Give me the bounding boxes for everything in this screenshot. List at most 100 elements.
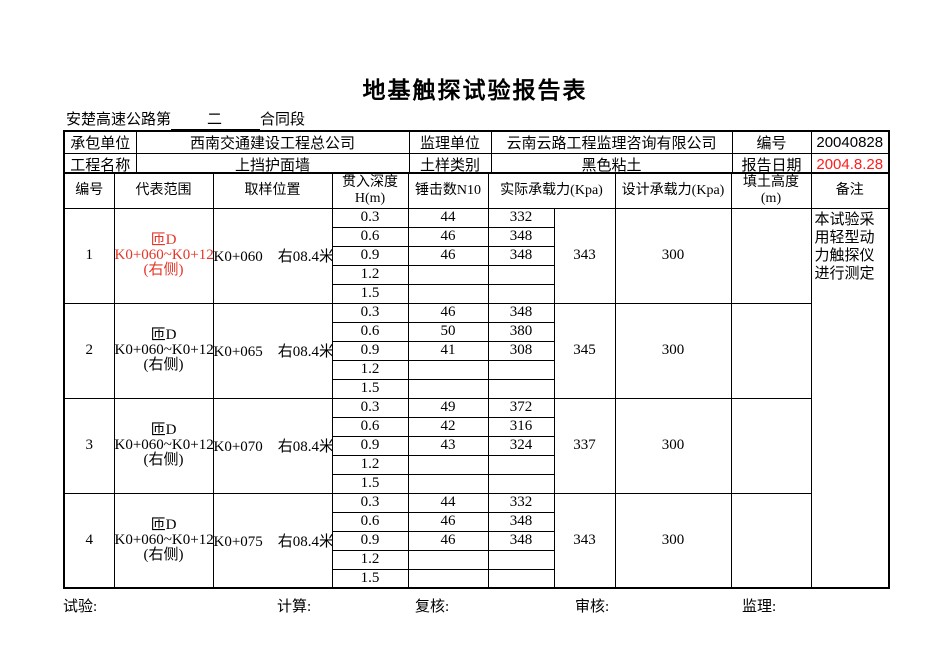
depth-cell: 1.2 [331,264,409,285]
depth-cell: 0.6 [331,321,409,342]
range-line1: 匝D [150,327,177,343]
supervisor-label: 监理单位 [408,130,492,154]
block1-range: 匝D K0+060~K0+125 (右侧) [113,207,214,304]
block4-range: 匝D K0+060~K0+125 (右侧) [113,492,214,589]
bearing-cell [487,378,555,399]
block2-no: 2 [63,302,115,399]
depth-cell: 0.9 [331,435,409,456]
n10-cell: 44 [407,492,489,513]
bearing-cell: 348 [487,226,555,247]
depth-header-line1: 贯入深度 [342,174,398,190]
block1-row1: 1 匝D K0+060~K0+125 (右侧) K0+060 右08.4米 0.… [63,207,890,589]
fill-header-line2: (m) [760,190,782,206]
block1-row4: 1.2 [64,264,889,285]
test-data-table: 编号 代表范围 取样位置 贯入深度 H(m) 锤击数N10 实际承载力(Kpa)… [63,172,890,589]
block3-range: 匝D K0+060~K0+125 (右侧) [113,397,214,494]
n10-cell [407,568,489,589]
block2-design-bearing: 300 [614,302,732,399]
contract-blank-right [224,113,261,130]
depth-cell: 0.3 [331,207,409,228]
report-date-value: 2004.8.28 [810,153,890,177]
block1-fill-height [730,207,812,304]
depth-cell: 1.5 [331,378,409,399]
col-header-fill-height: 填土高度 (m) [730,172,812,209]
contract-number: 二 [205,108,225,130]
n10-cell: 46 [407,302,489,323]
depth-cell: 1.5 [331,568,409,589]
bearing-cell: 348 [487,302,555,323]
sign-label-review: 审核: [575,599,610,615]
remark-cell: 本试验采用轻型动力触探仪进行测定 [810,207,890,589]
contractor-label: 承包单位 [63,130,137,154]
block3-fill-height [730,397,812,494]
block2-avg-bearing: 345 [553,302,616,399]
project-label: 工程名称 [63,153,137,177]
depth-cell: 1.2 [331,549,409,570]
n10-cell: 42 [407,416,489,437]
depth-cell: 0.3 [331,492,409,513]
range-line1: 匝D [150,422,177,438]
bearing-cell: 380 [487,321,555,342]
bearing-cell [487,264,555,285]
info-row-1: 承包单位 西南交通建设工程总公司 监理单位 云南云路工程监理咨询有限公司 编号 … [63,130,890,154]
bearing-cell [487,283,555,304]
n10-cell: 46 [407,511,489,532]
bearing-cell: 324 [487,435,555,456]
block2-fill-height [730,302,812,399]
info-row-2: 工程名称 上挡护面墙 土样类别 黑色粘土 报告日期 2004.8.28 [63,153,890,177]
bearing-cell [487,549,555,570]
depth-cell: 1.2 [331,454,409,475]
depth-cell: 0.6 [331,416,409,437]
sign-label-calculate: 计算: [277,599,312,615]
col-header-depth: 贯入深度 H(m) [331,172,409,209]
n10-cell: 43 [407,435,489,456]
contractor-value: 西南交通建设工程总公司 [135,130,410,154]
col-header-remark: 备注 [810,172,890,209]
col-header-actual-bearing: 实际承载力(Kpa) [487,172,616,209]
col-header-range: 代表范围 [113,172,214,209]
bearing-cell: 316 [487,416,555,437]
block3-row3: 0.9 43 324 [64,435,889,456]
range-line2: K0+060~K0+125 [114,437,213,453]
n10-cell: 41 [407,340,489,361]
depth-cell: 0.9 [331,530,409,551]
bearing-cell: 308 [487,340,555,361]
block1-no: 1 [63,207,115,304]
block4-position: K0+075 右08.4米 [212,492,333,589]
depth-cell: 0.9 [331,245,409,266]
block4-design-bearing: 300 [614,492,732,589]
depth-cell: 0.9 [331,340,409,361]
range-line1: 匝D [150,516,177,533]
sign-label-supervise: 监理: [742,599,777,615]
block4-avg-bearing: 343 [553,492,616,589]
bearing-cell [487,359,555,380]
range-line3: (右侧) [143,452,184,468]
bearing-cell: 348 [487,511,555,532]
depth-cell: 1.5 [331,283,409,304]
bearing-cell [487,568,555,589]
bearing-cell [487,454,555,475]
depth-cell: 1.2 [331,359,409,380]
block2-row4: 1.2 [64,359,889,380]
block1-position: K0+060 右08.4米 [212,207,333,304]
col-header-hammer: 锤击数N10 [407,172,489,209]
block4-fill-height [730,492,812,589]
n10-cell [407,378,489,399]
bearing-cell: 372 [487,397,555,418]
range-line2: K0+060~K0+125 [114,247,213,263]
n10-cell [407,473,489,494]
depth-cell: 0.6 [331,226,409,247]
range-line1: 匝D [150,232,177,248]
report-number-label: 编号 [731,130,812,154]
n10-cell: 44 [407,207,489,228]
range-line3: (右侧) [143,546,184,563]
n10-cell [407,454,489,475]
block4-row1: 4 匝D K0+060~K0+125 (右侧) K0+075 右08.4米 0.… [63,492,889,589]
depth-cell: 0.3 [331,302,409,323]
n10-cell [407,264,489,285]
bearing-cell: 332 [487,492,555,513]
block4-row5: 1.5 [64,568,889,589]
block3-avg-bearing: 337 [553,397,616,494]
n10-cell [407,283,489,304]
bearing-cell: 348 [487,530,555,551]
